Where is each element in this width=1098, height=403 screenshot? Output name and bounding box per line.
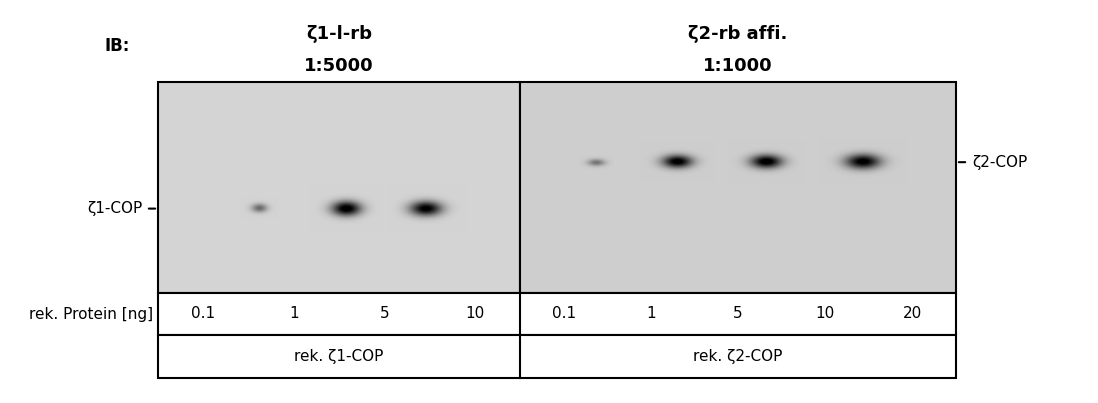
Text: rek. ζ1-COP: rek. ζ1-COP — [294, 349, 383, 364]
Text: 5: 5 — [733, 307, 743, 322]
Text: IB:: IB: — [105, 37, 131, 55]
Text: rek. ζ2-COP: rek. ζ2-COP — [693, 349, 783, 364]
Text: ζ2-COP: ζ2-COP — [972, 155, 1028, 170]
Text: 10: 10 — [816, 307, 834, 322]
Text: 10: 10 — [466, 307, 484, 322]
Text: 1: 1 — [646, 307, 656, 322]
Text: 5: 5 — [380, 307, 389, 322]
Text: 1:5000: 1:5000 — [304, 57, 373, 75]
Text: ζ1-COP: ζ1-COP — [87, 201, 142, 216]
Text: 1:1000: 1:1000 — [703, 57, 773, 75]
Bar — [520, 82, 956, 293]
Text: rek. Protein [ng]: rek. Protein [ng] — [29, 307, 153, 322]
Bar — [158, 293, 956, 335]
Text: 0.1: 0.1 — [551, 307, 575, 322]
Text: 20: 20 — [903, 307, 922, 322]
Text: ζ2-rb affi.: ζ2-rb affi. — [688, 25, 787, 43]
Text: 0.1: 0.1 — [191, 307, 215, 322]
Bar — [158, 82, 520, 293]
Text: 1: 1 — [289, 307, 299, 322]
Text: ζ1-l-rb: ζ1-l-rb — [306, 25, 372, 43]
Bar — [158, 335, 956, 378]
